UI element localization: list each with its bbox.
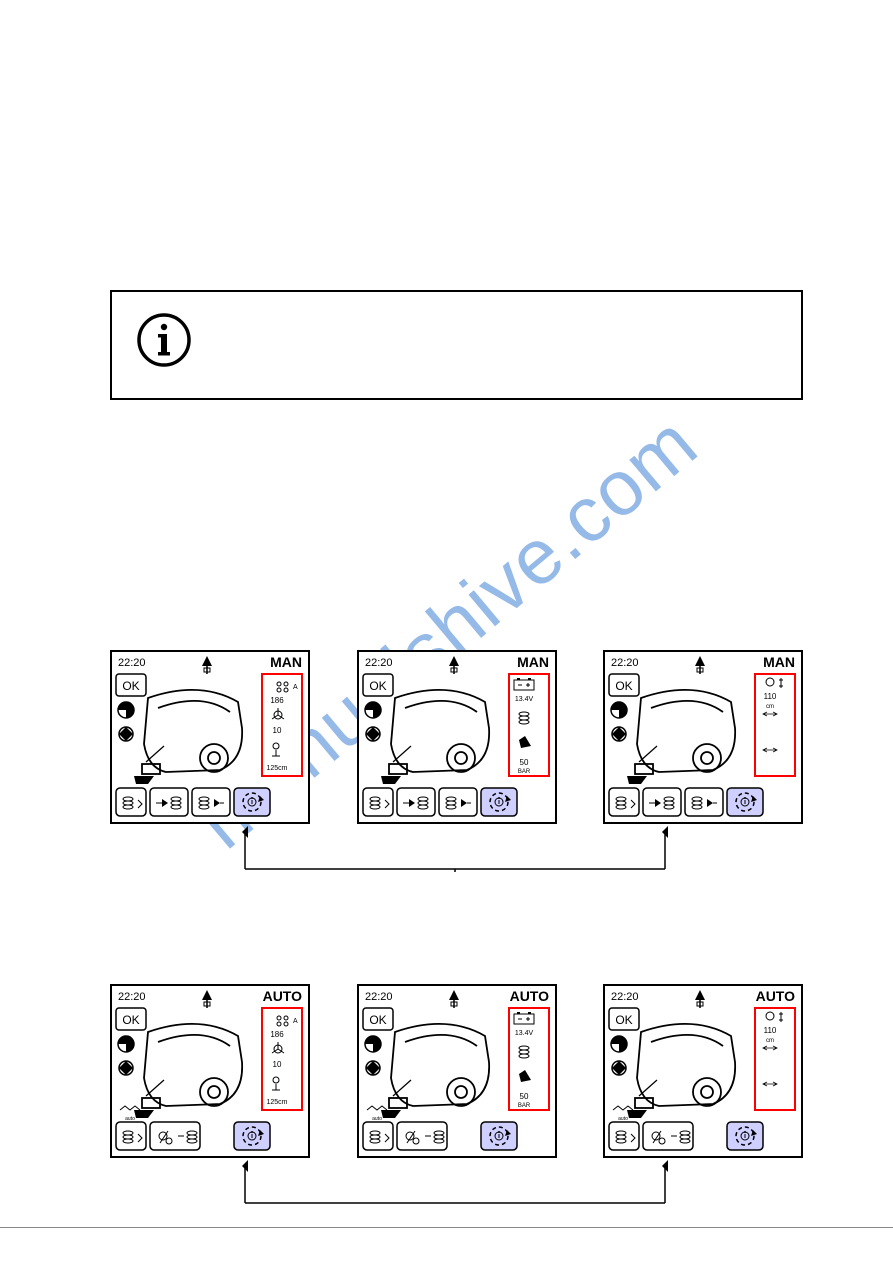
arrow-row-1 [110, 824, 803, 884]
page: 22:20 MAN OK [0, 0, 893, 1258]
panel-man-3: 22:20 MAN OK [603, 650, 803, 824]
svg-text:110: 110 [764, 692, 777, 701]
panel-row-auto: 22:20 AUTO OK auto [110, 984, 803, 1158]
panel-man-2: 22:20 MAN OK [357, 650, 557, 824]
svg-text:22:20: 22:20 [118, 991, 146, 1003]
svg-text:MAN: MAN [763, 654, 795, 670]
svg-text:50: 50 [519, 1092, 528, 1101]
svg-text:10: 10 [273, 1060, 282, 1069]
svg-text:22:20: 22:20 [611, 657, 639, 669]
svg-text:22:20: 22:20 [611, 991, 639, 1003]
svg-text:OK: OK [369, 1013, 386, 1027]
svg-text:186: 186 [270, 1030, 284, 1039]
panel-auto-1: 22:20 AUTO OK auto [110, 984, 310, 1158]
svg-text:125cm: 125cm [266, 1099, 287, 1106]
svg-text:22:20: 22:20 [118, 657, 146, 669]
panel-row-man: 22:20 MAN OK [110, 650, 803, 824]
svg-text:OK: OK [615, 1013, 632, 1027]
svg-text:BAR: BAR [517, 769, 530, 775]
svg-text:MAN: MAN [270, 654, 302, 670]
svg-text:cm: cm [766, 704, 774, 710]
svg-text:OK: OK [615, 679, 632, 693]
svg-text:125cm: 125cm [266, 765, 287, 772]
svg-text:AUTO: AUTO [756, 988, 796, 1004]
svg-text:auto: auto [125, 1116, 135, 1122]
svg-text:MAN: MAN [517, 654, 549, 670]
svg-text:AUTO: AUTO [509, 988, 549, 1004]
svg-text:10: 10 [273, 726, 282, 735]
arrow-row-2 [110, 1158, 803, 1218]
svg-text:OK: OK [122, 679, 139, 693]
svg-text:auto: auto [618, 1116, 628, 1122]
svg-text:A: A [293, 684, 298, 691]
svg-text:50: 50 [519, 758, 528, 767]
svg-text:13.4V: 13.4V [514, 1030, 533, 1037]
svg-text:13.4V: 13.4V [514, 696, 533, 703]
panel-man-1: 22:20 MAN OK [110, 650, 310, 824]
svg-text:110: 110 [764, 1026, 777, 1035]
svg-text:A: A [293, 1018, 298, 1025]
info-icon [136, 312, 192, 368]
info-box [110, 290, 803, 400]
svg-text:OK: OK [369, 679, 386, 693]
panel-auto-3: 22:20 AUTO OK auto [603, 984, 803, 1158]
svg-text:auto: auto [372, 1116, 382, 1122]
svg-text:22:20: 22:20 [365, 657, 393, 669]
svg-text:22:20: 22:20 [365, 991, 393, 1003]
svg-text:BAR: BAR [517, 1103, 530, 1109]
footer-divider [0, 1227, 893, 1228]
svg-text:AUTO: AUTO [263, 988, 303, 1004]
panel-auto-2: 22:20 AUTO OK auto [357, 984, 557, 1158]
svg-text:OK: OK [122, 1013, 139, 1027]
svg-text:186: 186 [270, 696, 284, 705]
svg-text:cm: cm [766, 1038, 774, 1044]
